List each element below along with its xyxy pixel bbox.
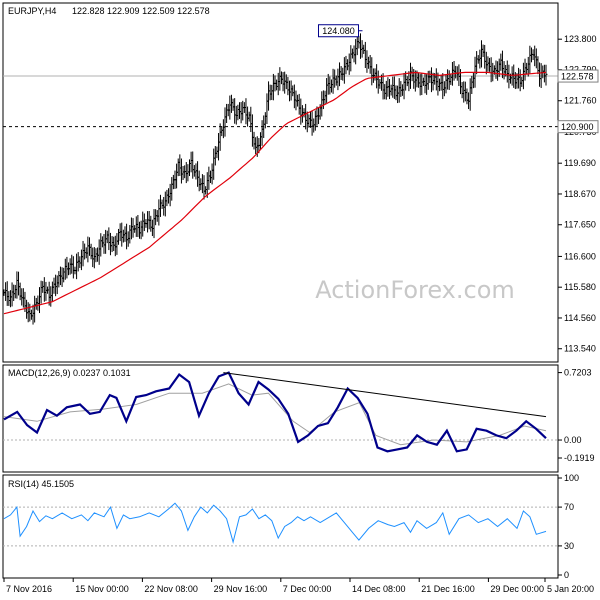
time-x-axis: 7 Nov 2016 15 Nov 00:00 22 Nov 08:00 29 Nov… (3, 578, 594, 594)
price-ohlc-bars (2, 33, 548, 325)
price-y-tick-label: 114.560 (564, 313, 596, 323)
price-y-tick-label: 118.670 (564, 189, 596, 199)
price-symbol-header: EURJPY,H4 (8, 6, 56, 16)
price-y-tick-label: 121.760 (564, 96, 597, 106)
rsi-y-axis: 100 70 30 0 (558, 473, 579, 580)
rsi-y-tick-label: 30 (564, 541, 574, 551)
price-y-tick-label: 119.690 (564, 158, 596, 168)
x-tick-label: 7 Nov 2016 (6, 584, 52, 594)
price-ohlc-header: 122.828 122.909 122.509 122.578 (72, 6, 210, 16)
macd-trendline (223, 372, 547, 418)
level-box (557, 120, 599, 134)
price-y-tick-label: 123.800 (564, 34, 597, 44)
x-tick-label: 29 Nov 16:00 (214, 584, 268, 594)
macd-panel: MACD(12,26,9) 0.0237 0.1031 0.7203 0.00 -0… (2, 364, 595, 473)
macd-panel-frame (2, 364, 559, 473)
macd-signal-line (3, 383, 547, 446)
x-tick-label: 21 Dec 16:00 (421, 584, 475, 594)
watermark: ActionForex.com (315, 276, 515, 304)
macd-y-axis: 0.7203 0.00 -0.1919 (558, 368, 595, 463)
level-label: 120.900 (561, 122, 594, 132)
ohlc-bar (544, 64, 548, 86)
macd-main-line (3, 371, 547, 453)
last-price-box (557, 69, 599, 83)
price-y-tick-label: 113.540 (564, 344, 596, 354)
rsi-y-tick-label: 70 (564, 502, 574, 512)
rsi-line (3, 502, 547, 544)
x-tick-label: 14 Dec 08:00 (352, 584, 406, 594)
last-price-label: 122.578 (561, 72, 594, 82)
rsi-y-tick-label: 0 (564, 570, 569, 580)
price-panel-frame (2, 2, 559, 363)
macd-y-tick-label: -0.1919 (564, 453, 595, 463)
price-y-tick-label: 116.600 (564, 251, 596, 261)
x-tick-label: 7 Dec 00:00 (283, 584, 332, 594)
macd-y-tick-label: 0.00 (564, 435, 582, 445)
rsi-header: RSI(14) 45.1505 (8, 479, 74, 489)
rsi-y-tick-label: 100 (564, 473, 579, 483)
macd-header: MACD(12,26,9) 0.0237 0.1031 (8, 368, 131, 378)
price-y-tick-label: 115.580 (564, 282, 596, 292)
price-panel: EURJPY,H4 122.828 122.909 122.509 122.57… (2, 2, 599, 363)
x-tick-label: 15 Nov 00:00 (75, 584, 129, 594)
rsi-level-lines (3, 506, 558, 547)
price-y-axis: 123.800122.790121.760120.730119.690118.6… (557, 34, 599, 354)
macd-y-tick-label: 0.7203 (564, 368, 592, 378)
x-tick-label: 29 Dec 00:00 (490, 584, 544, 594)
x-tick-label: 22 Nov 08:00 (144, 584, 198, 594)
moving-average-line (3, 71, 547, 315)
x-tick-label: 5 Jan 20:00 (547, 584, 594, 594)
peak-label: 124.080 (322, 26, 355, 36)
price-y-tick-label: 117.650 (564, 220, 596, 230)
peak-marker: 124.080 (317, 24, 363, 38)
